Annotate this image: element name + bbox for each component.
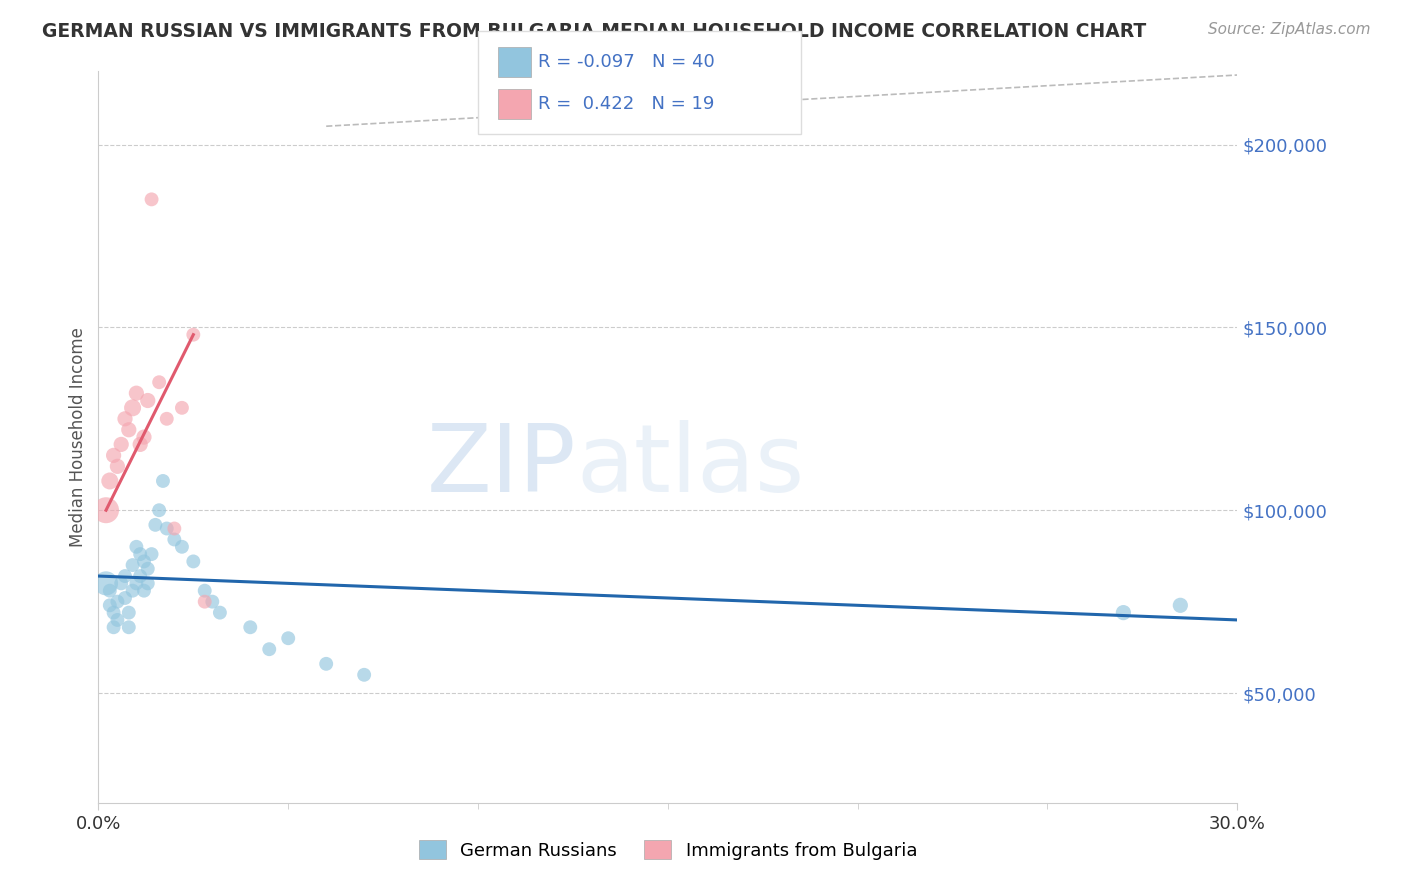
Point	[107, 594, 129, 608]
Point	[125, 576, 148, 591]
Point	[170, 540, 193, 554]
Point	[110, 437, 132, 451]
Text: GERMAN RUSSIAN VS IMMIGRANTS FROM BULGARIA MEDIAN HOUSEHOLD INCOME CORRELATION C: GERMAN RUSSIAN VS IMMIGRANTS FROM BULGAR…	[42, 22, 1146, 41]
Point	[129, 547, 152, 561]
Point	[183, 554, 205, 568]
Point	[239, 620, 262, 634]
Point	[98, 474, 121, 488]
Point	[141, 192, 163, 206]
Point	[315, 657, 337, 671]
Point	[103, 448, 125, 462]
Point	[194, 594, 217, 608]
Point	[148, 375, 170, 389]
Text: atlas: atlas	[576, 420, 806, 512]
Point	[103, 620, 125, 634]
Text: ZIP: ZIP	[427, 420, 576, 512]
Point	[156, 521, 179, 535]
Point	[110, 576, 132, 591]
Point	[1112, 606, 1135, 620]
Point	[118, 620, 141, 634]
Point	[163, 533, 186, 547]
Point	[121, 401, 143, 415]
Y-axis label: Median Household Income: Median Household Income	[69, 327, 87, 547]
Point	[156, 411, 179, 425]
Point	[114, 569, 136, 583]
Point	[132, 554, 155, 568]
Point	[103, 606, 125, 620]
Point	[125, 540, 148, 554]
Point	[170, 401, 193, 415]
Point	[118, 423, 141, 437]
Point	[114, 591, 136, 605]
Point	[129, 437, 152, 451]
Point	[1170, 599, 1192, 613]
Point	[353, 667, 375, 681]
Point	[94, 503, 117, 517]
Point	[163, 521, 186, 535]
Legend: German Russians, Immigrants from Bulgaria: German Russians, Immigrants from Bulgari…	[412, 833, 924, 867]
Text: Source: ZipAtlas.com: Source: ZipAtlas.com	[1208, 22, 1371, 37]
Point	[125, 386, 148, 401]
Point	[136, 562, 159, 576]
Point	[152, 474, 174, 488]
Point	[259, 642, 281, 657]
Point	[141, 547, 163, 561]
Point	[136, 393, 159, 408]
Point	[98, 599, 121, 613]
Point	[148, 503, 170, 517]
Point	[98, 583, 121, 598]
Point	[194, 583, 217, 598]
Point	[107, 613, 129, 627]
Point	[114, 411, 136, 425]
Point	[136, 576, 159, 591]
Text: R = -0.097   N = 40: R = -0.097 N = 40	[538, 53, 716, 70]
Point	[201, 594, 224, 608]
Point	[129, 569, 152, 583]
Point	[132, 583, 155, 598]
Point	[118, 606, 141, 620]
Point	[121, 583, 143, 598]
Text: R =  0.422   N = 19: R = 0.422 N = 19	[538, 95, 714, 113]
Point	[277, 632, 299, 646]
Point	[132, 430, 155, 444]
Point	[145, 517, 167, 532]
Point	[94, 576, 117, 591]
Point	[208, 606, 231, 620]
Point	[121, 558, 143, 573]
Point	[107, 459, 129, 474]
Point	[183, 327, 205, 342]
